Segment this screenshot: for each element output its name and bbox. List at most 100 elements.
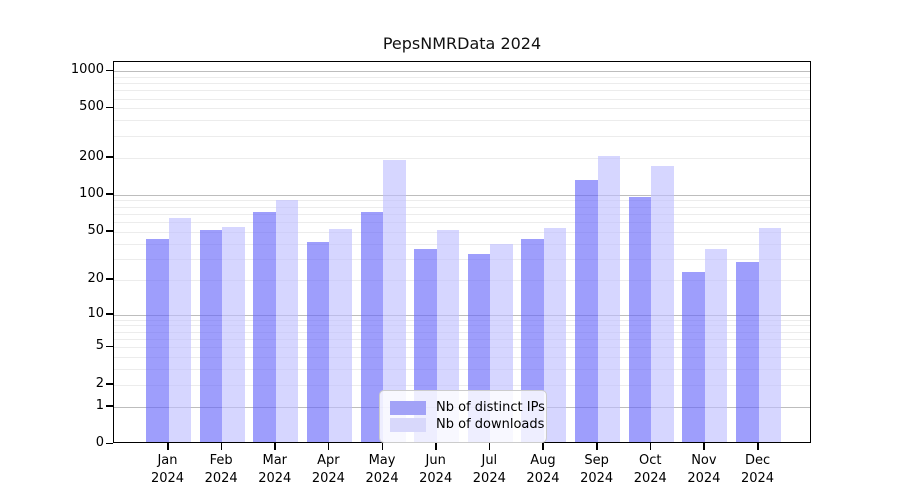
bar-distinct-ips [360,212,384,443]
y-axis-tick-label: 1000 [70,62,104,78]
y-axis-tick [106,230,113,232]
gridline-minor [114,357,810,359]
y-axis-tick-label: 5 [95,338,104,354]
legend-swatch-distinct-ips [390,400,426,415]
x-axis-tick-label: Jan 2024 [150,453,185,486]
y-axis-tick-label: 50 [87,222,104,238]
x-axis-tick [596,443,598,450]
legend-label-distinct-ips: Nb of distinct IPs [436,400,545,415]
y-axis-tick [106,106,113,109]
bar-downloads [436,229,460,443]
y-axis-tick [106,278,113,280]
bar-distinct-ips [146,238,169,443]
y-axis-tick [106,442,113,444]
y-axis-tick [106,69,113,72]
bar-downloads [651,166,674,443]
gridline-minor [114,319,810,321]
gridline-minor [114,338,810,340]
x-axis-tick [649,443,652,450]
x-axis-tick-label: Nov 2024 [687,453,721,486]
x-axis-tick-label: Aug 2024 [526,453,560,486]
x-axis-tick-label: Mar 2024 [258,453,292,486]
x-axis-tick [435,443,437,450]
legend-label-downloads: Nb of downloads [436,417,545,432]
bar-distinct-ips [199,229,223,443]
bar-downloads [329,228,352,443]
gridline-minor [114,231,810,233]
gridline-minor [114,222,810,224]
y-axis-tick [106,156,113,158]
x-axis-tick [757,443,759,450]
y-axis-tick-label: 20 [87,270,104,286]
gridline-major [114,194,810,196]
gridline-minor [114,76,810,78]
y-axis-tick-label: 2 [95,375,104,391]
gridline-minor [114,206,810,208]
y-axis-tick-label: 200 [79,148,104,164]
x-axis-tick [542,443,544,450]
gridline-major [114,314,810,316]
bar-downloads [758,227,782,443]
gridline-minor [114,120,810,122]
bar-downloads [597,155,621,443]
y-axis-tick [106,193,113,195]
x-axis-tick-label: Oct 2024 [633,453,667,486]
plot-area [113,61,811,443]
y-axis-tick-label: 1 [95,397,104,413]
bar-downloads [222,226,245,443]
gridline-minor [114,98,810,100]
bar-distinct-ips [628,197,652,443]
x-axis-tick [274,443,276,450]
y-axis-tick [106,405,113,407]
bar-distinct-ips [736,262,759,443]
y-axis-tick [106,313,113,315]
gridline-minor [114,325,810,327]
x-axis-tick [381,443,384,450]
gridline-minor [114,279,810,281]
x-axis-tick [703,443,705,450]
x-axis-tick-label: Sep 2024 [580,453,614,486]
y-axis-tick [106,383,113,385]
gridline-minor [114,157,810,159]
x-axis-tick [167,443,169,450]
x-axis-tick-label: May 2024 [365,453,399,486]
x-axis-tick-label: Apr 2024 [311,453,345,486]
x-axis-tick-label: Dec 2024 [740,453,775,486]
gridline-major [114,71,810,73]
bar-downloads [543,227,567,443]
chart-title: PepsNMRData 2024 [382,34,542,53]
y-axis-tick-label: 0 [95,435,104,450]
gridline-minor [114,331,810,333]
legend: Nb of distinct IPs Nb of downloads [379,390,547,443]
bar-distinct-ips [306,242,330,443]
y-axis-tick-label: 100 [79,185,104,201]
y-axis-tick [106,345,113,348]
x-axis-tick [327,443,330,450]
bar-downloads [275,199,299,443]
gridline-minor [114,213,810,215]
bar-downloads [168,217,191,443]
x-axis-tick-label: Jul 2024 [472,453,506,486]
bar-distinct-ips [682,272,705,443]
x-axis-tick [488,443,491,450]
gridline-minor [114,369,810,371]
y-axis-tick-label: 10 [87,305,104,321]
gridline-minor [114,200,810,202]
gridline-minor [114,258,810,260]
x-axis-tick-label: Jun 2024 [419,453,453,486]
bar-distinct-ips [575,179,598,443]
gridline-minor [114,243,810,245]
legend-item-distinct-ips: Nb of distinct IPs [390,400,545,415]
y-axis-tick-label: 500 [79,99,104,115]
gridline-minor [114,384,810,386]
gridline-minor [114,347,810,349]
gridline-minor [114,83,810,85]
x-axis-tick [220,443,223,450]
gridline-minor [114,135,810,137]
gridline-minor [114,108,810,110]
legend-item-downloads: Nb of downloads [390,417,544,432]
bar-distinct-ips [253,211,276,443]
gridline-minor [114,90,810,92]
bar-downloads [704,249,728,443]
